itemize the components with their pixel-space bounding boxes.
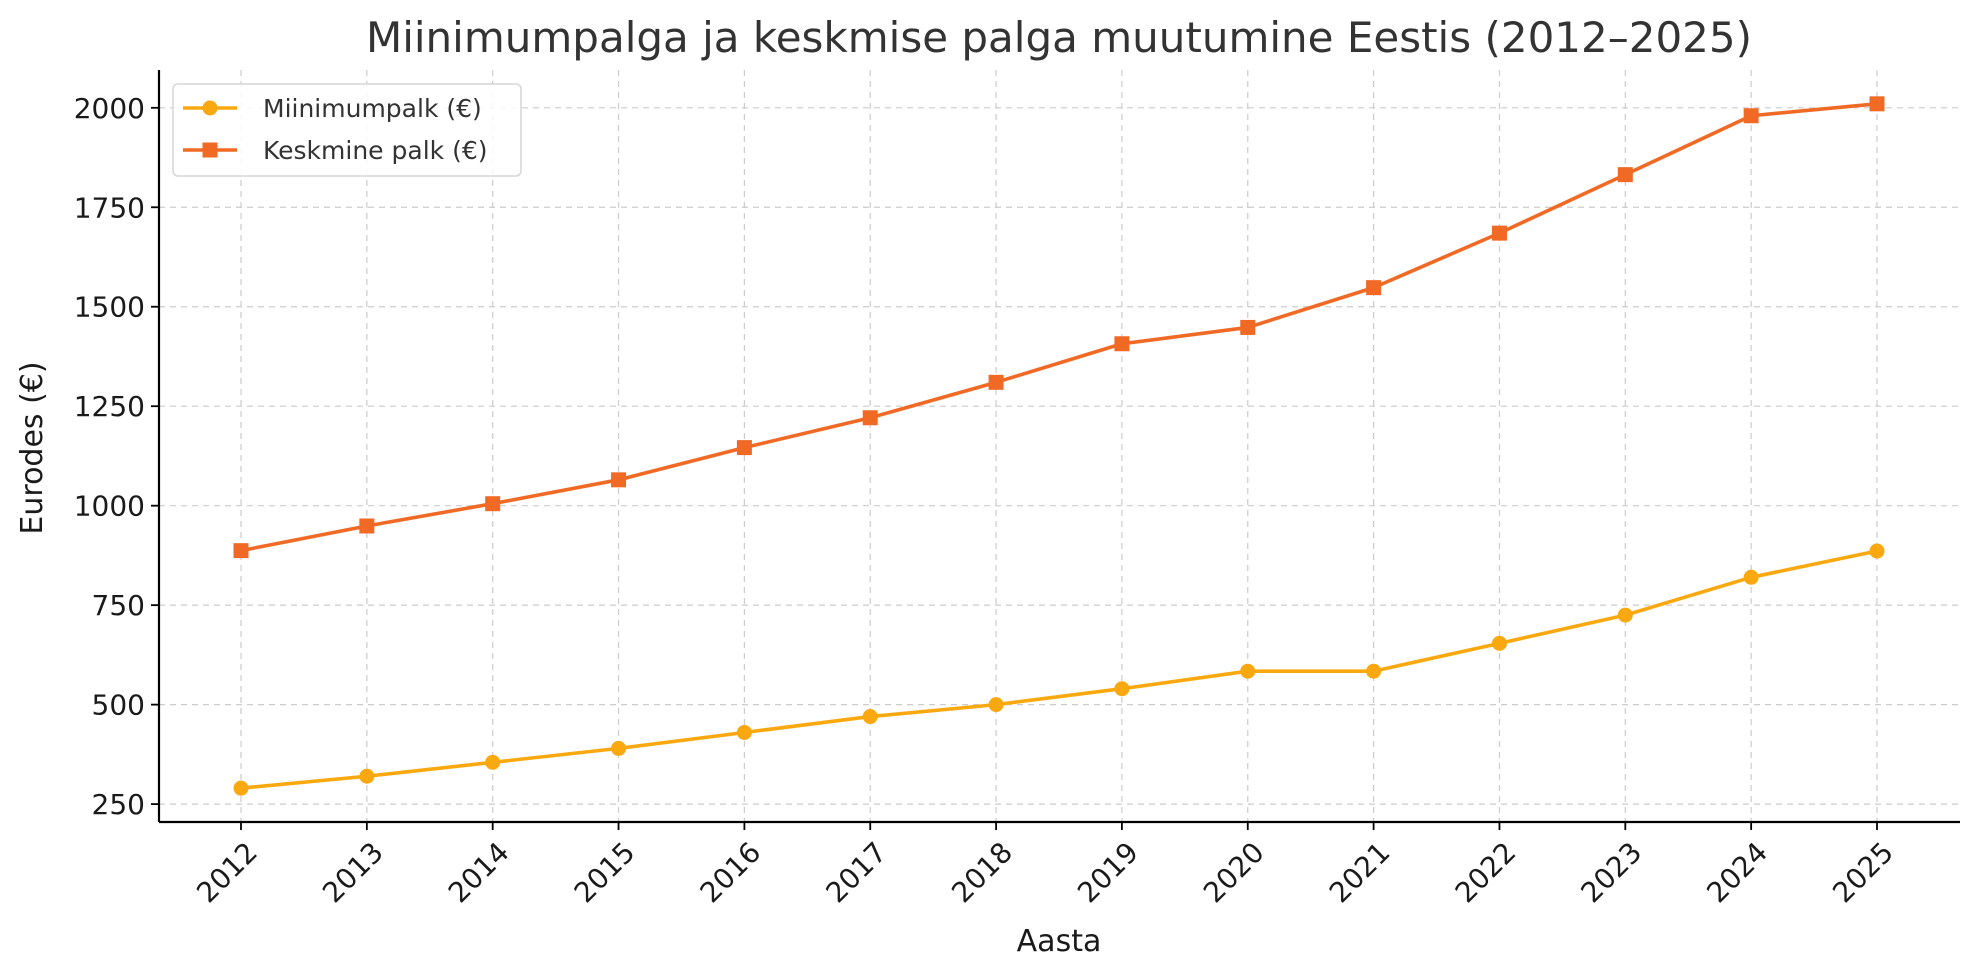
data-point (611, 472, 627, 488)
x-tick-label: 2024 (1700, 836, 1774, 910)
y-tick-label: 1750 (74, 191, 145, 224)
legend: Miinimumpalk (€) Keskmine palk (€) (172, 83, 522, 177)
axes: 250 500 750 1000 1250 1500 1750 2000 2012 2013 201… (74, 70, 1960, 909)
legend-marker (202, 100, 218, 116)
x-tick-label: 2014 (442, 836, 516, 910)
data-point (359, 768, 375, 784)
series-line (240, 549, 1878, 790)
y-tick-label: 500 (92, 689, 145, 722)
y-tick-label: 750 (92, 589, 145, 622)
data-point (1114, 681, 1130, 697)
x-tick-label: 2019 (1071, 836, 1145, 910)
x-tick-label: 2022 (1449, 836, 1523, 910)
data-point (862, 410, 878, 426)
series (233, 96, 1885, 796)
data-point (1491, 225, 1507, 241)
legend-label: Miinimumpalk (€) (263, 94, 482, 123)
data-point (1240, 663, 1256, 679)
x-tick-label: 2017 (819, 836, 893, 910)
x-tick-label: 2020 (1197, 836, 1271, 910)
x-tick-label: 2023 (1575, 836, 1649, 910)
x-tick-label: 2021 (1323, 836, 1397, 910)
data-point (485, 496, 501, 512)
chart-title: Miinimumpalga ja keskmise palga muutumin… (366, 13, 1752, 62)
data-point (1366, 280, 1382, 296)
data-point (485, 754, 501, 770)
legend-box (172, 83, 522, 177)
y-tick-label: 250 (92, 788, 145, 821)
data-point (1869, 96, 1885, 112)
y-tick-label: 1250 (74, 390, 145, 423)
legend-entry: Miinimumpalk (€) (183, 94, 482, 123)
legend-entry: Keskmine palk (€) (183, 136, 487, 165)
y-tick-label: 2000 (74, 92, 145, 125)
x-tick-label: 2013 (316, 836, 390, 910)
y-tick-label: 1500 (74, 291, 145, 324)
legend-label: Keskmine palk (€) (263, 136, 487, 165)
legend-marker (202, 142, 218, 158)
data-point (1114, 336, 1130, 352)
x-tick-label: 2018 (945, 836, 1019, 910)
data-point (1491, 635, 1507, 651)
data-point (736, 724, 752, 740)
data-point (1743, 108, 1759, 124)
y-axis-label: Eurodes (€) (15, 361, 50, 534)
grid (159, 70, 1960, 822)
x-tick-label: 2016 (694, 836, 768, 910)
series-line (240, 102, 1878, 553)
data-point (233, 543, 249, 559)
data-point (862, 709, 878, 725)
data-point (1366, 663, 1382, 679)
data-point (1617, 607, 1633, 623)
data-point (611, 740, 627, 756)
series-2 (233, 96, 1885, 559)
data-point (988, 374, 1004, 390)
series-1 (233, 543, 1885, 796)
data-point (359, 518, 375, 534)
data-point (1869, 543, 1885, 559)
data-point (1617, 167, 1633, 183)
data-point (736, 440, 752, 456)
data-point (988, 697, 1004, 713)
x-tick-label: 2012 (190, 836, 264, 910)
data-point (1743, 569, 1759, 585)
x-tick-label: 2015 (568, 836, 642, 910)
x-axis-label: Aasta (1017, 924, 1102, 959)
y-tick-label: 1000 (74, 490, 145, 523)
x-tick-label: 2025 (1826, 836, 1900, 910)
data-point (233, 780, 249, 796)
data-point (1240, 319, 1256, 335)
